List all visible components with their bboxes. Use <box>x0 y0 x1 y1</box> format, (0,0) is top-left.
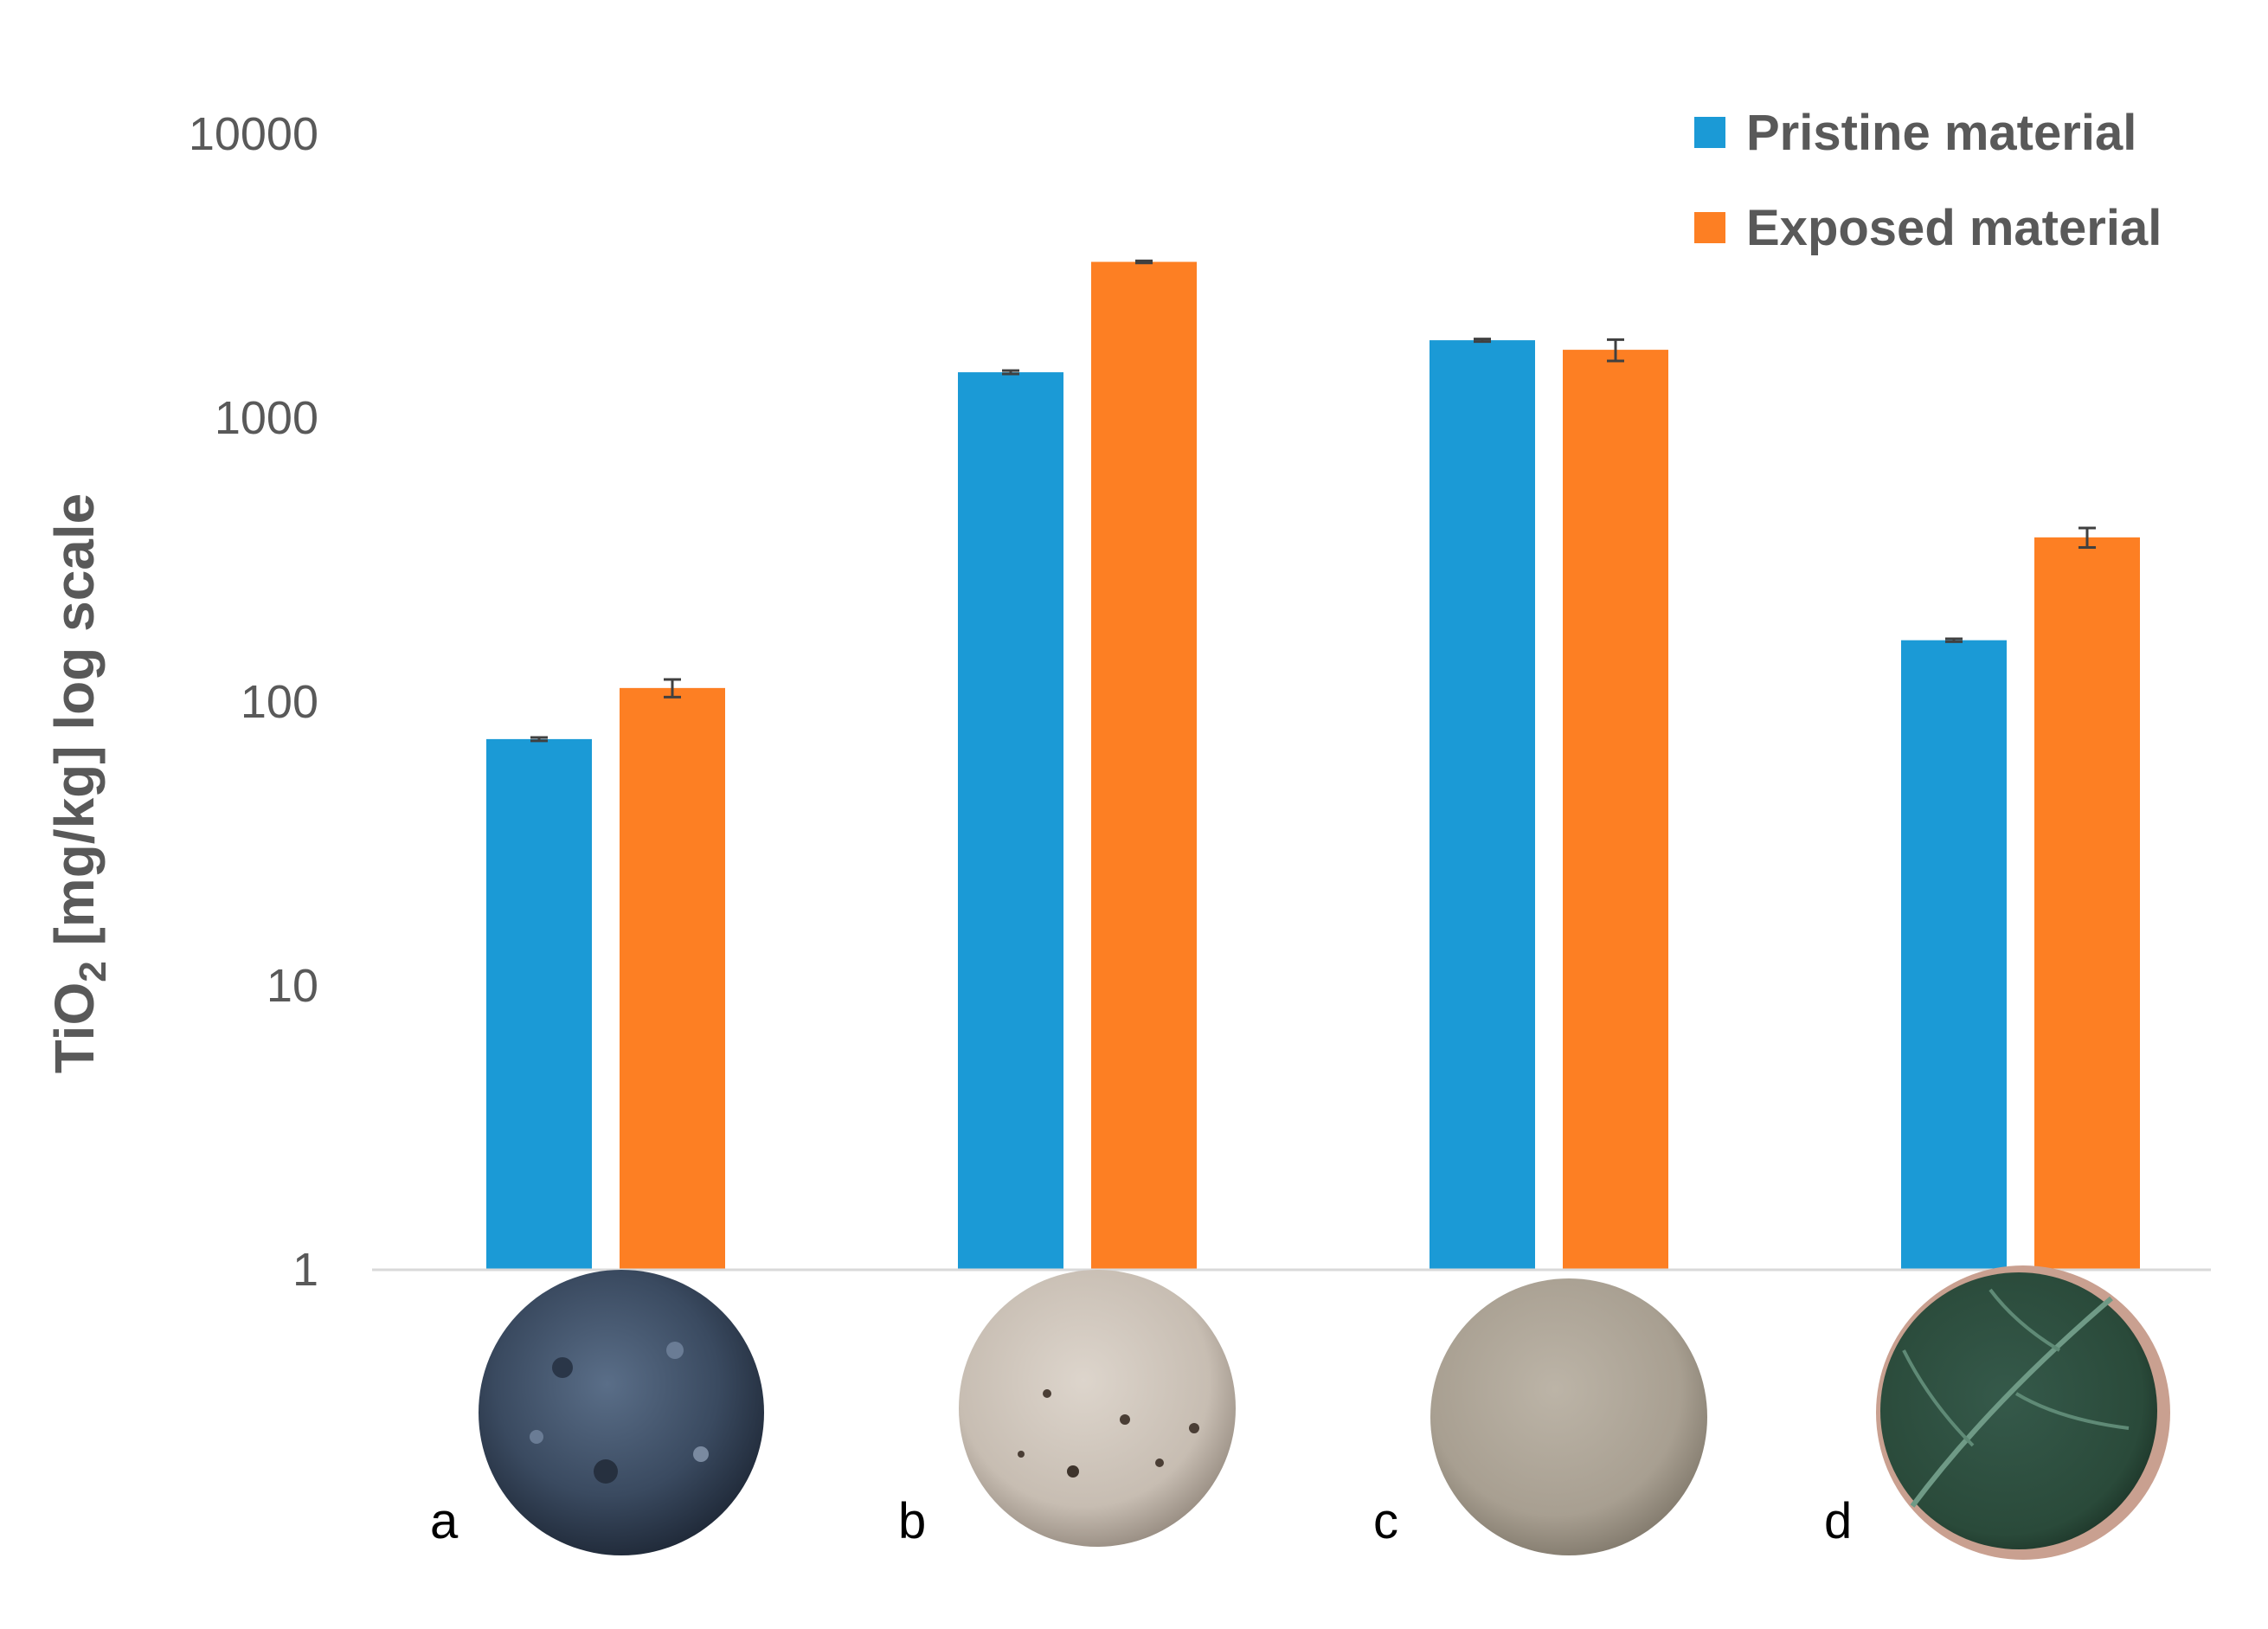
y-axis-ticks: 1 10 100 1000 10000 <box>189 108 318 1296</box>
error-bar-pristine-d <box>1945 637 1963 643</box>
error-bar-pristine-c <box>1474 338 1491 344</box>
bar-pristine-c <box>1430 340 1535 1271</box>
sample-photo-a <box>479 1270 764 1555</box>
y-axis-label-main: TiO <box>43 982 106 1074</box>
y-tick-label: 10000 <box>189 108 318 160</box>
sample-photos <box>479 1265 2170 1560</box>
error-bar-exposed-c <box>1607 338 1624 363</box>
y-tick-label: 1000 <box>215 392 318 444</box>
error-bar-exposed-b <box>1135 259 1153 265</box>
sample-photo-d <box>1876 1265 2170 1560</box>
y-axis-label-subscript: 2 <box>72 961 114 982</box>
category-label: c <box>1373 1493 1398 1549</box>
bar-exposed-a <box>620 687 725 1270</box>
legend: Pristine material Exposed material <box>1694 105 2162 256</box>
bar-exposed-d <box>2034 537 2140 1270</box>
bar-pristine-b <box>958 372 1063 1270</box>
y-axis-label-unit: [mg/kg] log scale <box>43 493 106 962</box>
legend-label-pristine: Pristine material <box>1746 105 2136 161</box>
error-bar-exposed-a <box>664 678 681 699</box>
error-bars <box>530 259 2096 743</box>
bars <box>486 261 2140 1271</box>
y-tick-label: 10 <box>267 960 318 1012</box>
legend-swatch-exposed <box>1694 212 1725 243</box>
legend-label-exposed: Exposed material <box>1746 200 2162 256</box>
svg-text:TiO2 [mg/kg] log scale: TiO2 [mg/kg] log scale <box>43 493 114 1074</box>
bar-exposed-b <box>1091 261 1197 1270</box>
legend-swatch-pristine <box>1694 117 1725 148</box>
bar-pristine-a <box>486 738 592 1270</box>
y-tick-label: 1 <box>292 1244 318 1296</box>
bar-pristine-d <box>1901 640 2007 1270</box>
category-label: a <box>430 1493 459 1549</box>
y-axis-label: TiO2 [mg/kg] log scale <box>43 493 114 1074</box>
category-label: b <box>898 1493 926 1549</box>
error-bar-exposed-d <box>2078 526 2096 550</box>
bar-exposed-c <box>1563 350 1668 1270</box>
sample-photo-c <box>1430 1278 1707 1555</box>
error-bar-pristine-a <box>530 736 548 743</box>
error-bar-pristine-b <box>1002 369 1019 376</box>
category-label: d <box>1824 1493 1852 1549</box>
category-labels: a b c d <box>430 1493 1852 1549</box>
y-tick-label: 100 <box>241 676 318 728</box>
sample-photo-b <box>959 1270 1236 1547</box>
